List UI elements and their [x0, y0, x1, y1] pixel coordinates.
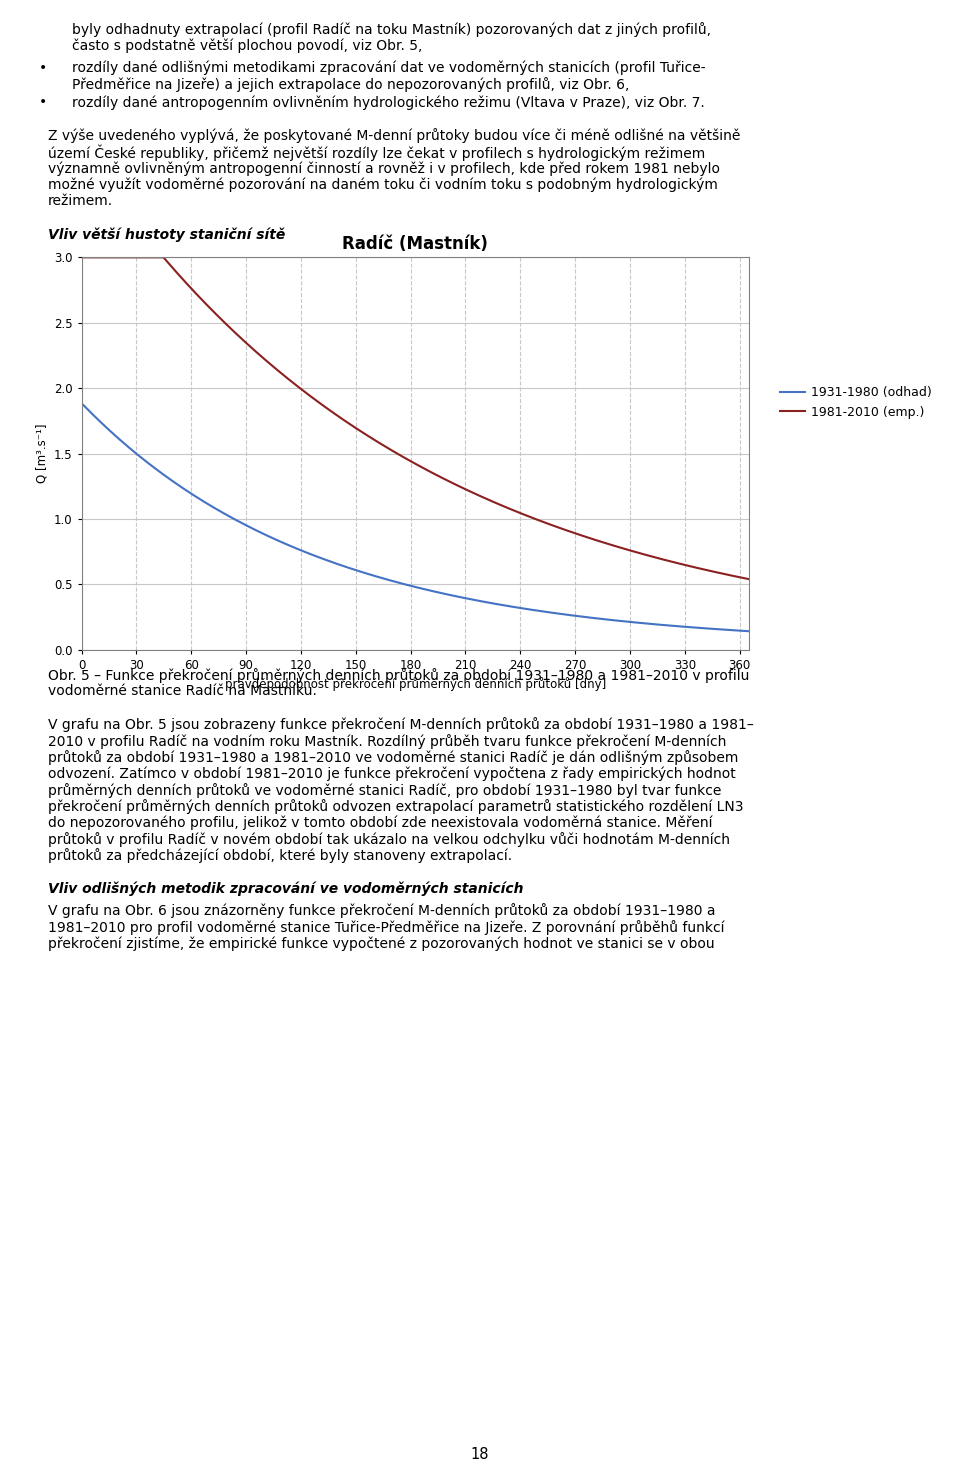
Text: překročení zjistíme, že empirické funkce vypočtené z pozorovaných hodnot ve stan: překročení zjistíme, že empirické funkce… — [48, 936, 714, 951]
1981-2010 (emp.) — [469, 486, 481, 504]
Text: Vliv větší hustoty staniční sítě: Vliv větší hustoty staniční sítě — [48, 227, 285, 241]
Text: 2010 v profilu Radíč na vodním roku Mastník. Rozdílný průběh tvaru funkce překro: 2010 v profilu Radíč na vodním roku Mast… — [48, 733, 727, 749]
Text: často s podstatně větší plochou povodí, viz Obr. 5,: často s podstatně větší plochou povodí, … — [72, 39, 422, 53]
1981-2010 (emp.) — [378, 437, 390, 455]
Text: režimem.: režimem. — [48, 194, 113, 207]
Text: rozdíly dané antropogenním ovlivněním hydrologického režimu (Vltava v Praze), vi: rozdíly dané antropogenním ovlivněním hy… — [72, 95, 705, 110]
1931-1980 (odhad) — [249, 521, 260, 539]
1981-2010 (emp.) — [522, 507, 534, 524]
Text: možné využít vodoměrné pozorování na daném toku či vodním toku s podobným hydrol: možné využít vodoměrné pozorování na dan… — [48, 178, 718, 193]
Y-axis label: Q [m³.s⁻¹]: Q [m³.s⁻¹] — [36, 424, 48, 483]
Title: Radíč (Mastník): Radíč (Mastník) — [343, 235, 488, 253]
Text: Z výše uvedeného vyplývá, že poskytované M-denní průtoky budou více či méně odli: Z výše uvedeného vyplývá, že poskytované… — [48, 129, 740, 144]
1931-1980 (odhad) — [579, 609, 590, 626]
1931-1980 (odhad) — [196, 492, 207, 509]
Text: V grafu na Obr. 5 jsou zobrazeny funkce překročení M-denních průtoků za období 1: V grafu na Obr. 5 jsou zobrazeny funkce … — [48, 717, 754, 732]
Text: byly odhadnuty extrapolací (profil Radíč na toku Mastník) pozorovaných dat z jin: byly odhadnuty extrapolací (profil Radíč… — [72, 22, 711, 37]
Text: Vliv odlišných metodik zpracování ve vodoměrných stanicích: Vliv odlišných metodik zpracování ve vod… — [48, 881, 523, 896]
Text: 1981–2010 pro profil vodoměrné stanice Tuřice-Předměřice na Jizeře. Z porovnání : 1981–2010 pro profil vodoměrné stanice T… — [48, 920, 725, 935]
Text: překročení průměrných denních průtoků odvozen extrapolací parametrů statistickéh: překročení průměrných denních průtoků od… — [48, 800, 743, 815]
Text: odvození. Zatímco v období 1981–2010 je funkce překročení vypočtena z řady empir: odvození. Zatímco v období 1981–2010 je … — [48, 767, 735, 780]
Text: do nepozorovaného profilu, jelikož v tomto období zde neexistovala vodoměrná sta: do nepozorovaného profilu, jelikož v tom… — [48, 816, 712, 831]
1931-1980 (odhad) — [522, 600, 534, 618]
1931-1980 (odhad) — [78, 397, 89, 415]
Legend: 1931-1980 (odhad), 1981-2010 (emp.): 1931-1980 (odhad), 1981-2010 (emp.) — [775, 381, 937, 424]
Text: průtoků za předcházející období, které byly stanoveny extrapolací.: průtoků za předcházející období, které b… — [48, 849, 512, 863]
1931-1980 (odhad) — [469, 591, 481, 609]
1981-2010 (emp.) — [196, 290, 207, 308]
Text: průtoků v profilu Radíč v novém období tak ukázalo na velkou odchylku vůči hodno: průtoků v profilu Radíč v novém období t… — [48, 832, 730, 847]
1981-2010 (emp.) — [743, 570, 755, 588]
Text: průtoků za období 1931–1980 a 1981–2010 ve vodoměrné stanici Radíč je dán odlišn: průtoků za období 1931–1980 a 1981–2010 … — [48, 749, 738, 766]
1931-1980 (odhad) — [378, 570, 390, 588]
1981-2010 (emp.) — [249, 342, 260, 360]
Text: vodoměrné stanice Radíč na Mastníku.: vodoměrné stanice Radíč na Mastníku. — [48, 684, 317, 698]
1981-2010 (emp.) — [579, 527, 590, 545]
Text: V grafu na Obr. 6 jsou znázorněny funkce překročení M-denních průtoků za období : V grafu na Obr. 6 jsou znázorněny funkce… — [48, 903, 715, 918]
Line: 1931-1980 (odhad): 1931-1980 (odhad) — [84, 406, 749, 631]
1981-2010 (emp.) — [78, 249, 89, 267]
Text: •: • — [38, 61, 47, 74]
X-axis label: pravděpodobnost překročení průměrných denních průtoků [dny]: pravděpodobnost překročení průměrných de… — [225, 677, 606, 692]
Text: Obr. 5 – Funkce překročení průměrných denních průtoků za období 1931–1980 a 1981: Obr. 5 – Funkce překročení průměrných de… — [48, 668, 750, 683]
Text: Předměřice na Jizeře) a jejich extrapolace do nepozorovaných profilů, viz Obr. 6: Předměřice na Jizeře) a jejich extrapola… — [72, 77, 630, 92]
Text: rozdíly dané odlišnými metodikami zpracování dat ve vodoměrných stanicích (profi: rozdíly dané odlišnými metodikami zpraco… — [72, 61, 706, 76]
Text: významně ovlivněným antropogenní činností a rovněž i v profilech, kde před rokem: významně ovlivněným antropogenní činnost… — [48, 161, 720, 176]
Text: •: • — [38, 95, 47, 110]
Text: průměrných denních průtoků ve vodoměrné stanici Radíč, pro období 1931–1980 byl : průměrných denních průtoků ve vodoměrné … — [48, 783, 721, 798]
1931-1980 (odhad) — [743, 622, 755, 640]
Text: 18: 18 — [470, 1447, 490, 1462]
Line: 1981-2010 (emp.): 1981-2010 (emp.) — [84, 258, 749, 579]
Text: území České republiky, přičemž největší rozdíly lze čekat v profilech s hydrolog: území České republiky, přičemž největší … — [48, 145, 706, 161]
